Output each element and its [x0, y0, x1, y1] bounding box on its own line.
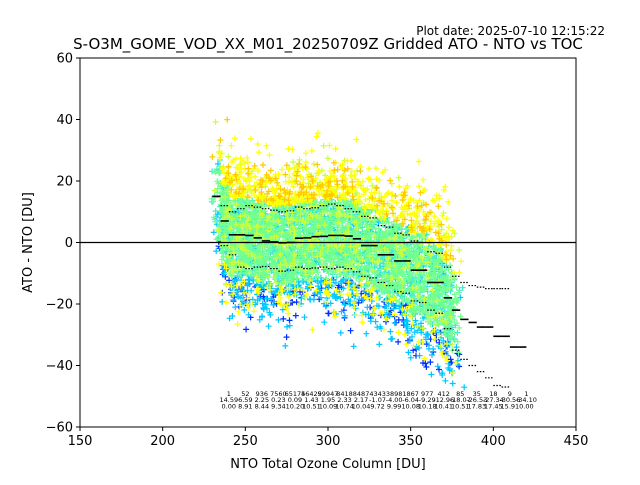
- stat-count: 52: [241, 390, 249, 398]
- stat-count: 4343: [369, 390, 386, 398]
- stat-mean: 6.59: [238, 396, 252, 404]
- stat-sd: 0.00: [519, 403, 533, 411]
- stat-mean: 2.17: [354, 396, 368, 404]
- stat-sd: 8.91: [238, 403, 252, 411]
- stat-count: 85: [456, 390, 464, 398]
- x-tick-label: 250: [233, 434, 258, 449]
- y-axis: −60 −40 −20 0 20 40 60: [46, 52, 80, 436]
- stat-sd: 17.45: [484, 403, 503, 411]
- stat-sd: 0.00: [222, 403, 236, 411]
- x-tick-label: 150: [68, 434, 93, 449]
- stat-sd: 9.72: [370, 403, 384, 411]
- stat-mean: -9.29: [419, 396, 436, 404]
- stat-count: 8487: [353, 390, 370, 398]
- stat-sd: 8.44: [255, 403, 269, 411]
- y-tick-label: 20: [56, 175, 73, 190]
- stat-mean: -18.07: [450, 396, 471, 404]
- stat-count: 18: [489, 390, 497, 398]
- stat-mean: -30.56: [499, 396, 520, 404]
- stat-count: 1: [524, 390, 528, 398]
- stat-count: 8418: [336, 390, 353, 398]
- scatter-points: [216, 130, 465, 377]
- y-tick-label: 60: [56, 52, 73, 67]
- stat-sd: 9.99: [387, 403, 401, 411]
- y-tick-label: −20: [46, 298, 73, 313]
- stat-mean: 14.59: [219, 396, 238, 404]
- stat-sd: 15.91: [501, 403, 520, 411]
- x-tick-label: 200: [150, 434, 175, 449]
- chart-title: S-O3M_GOME_VOD_XX_M01_20250709Z Gridded …: [73, 35, 583, 54]
- stat-mean: -26.53: [466, 396, 487, 404]
- x-axis-label: NTO Total Ozone Column [DU]: [230, 457, 426, 472]
- y-tick-label: 0: [65, 236, 73, 251]
- stat-count: 1: [227, 390, 231, 398]
- stat-count: 99947: [318, 390, 339, 398]
- y-tick-label: −60: [46, 421, 73, 436]
- stat-count: 46425: [301, 390, 322, 398]
- stat-sd: 10.09: [319, 403, 338, 411]
- percentile-layer: [220, 203, 510, 388]
- stat-mean: 1.95: [321, 396, 335, 404]
- stat-mean: 2.33: [337, 396, 351, 404]
- median-layer: [212, 195, 527, 348]
- stat-mean: -27.34: [483, 396, 504, 404]
- stat-sd: 10.04: [352, 403, 371, 411]
- stat-count: 35: [473, 390, 481, 398]
- x-tick-label: 450: [564, 434, 589, 449]
- plot-date: Plot date: 2025-07-10 12:15:22: [416, 24, 605, 38]
- stat-count: 65175: [285, 390, 306, 398]
- stat-mean: -6.04: [402, 396, 419, 404]
- stat-sd: 17.83: [467, 403, 486, 411]
- stat-count: 936: [256, 390, 268, 398]
- scatter-points: [209, 116, 457, 263]
- y-tick-label: 40: [56, 113, 73, 128]
- stat-count: 977: [421, 390, 433, 398]
- stat-sd: 10.51: [302, 403, 321, 411]
- y-tick-label: −40: [46, 359, 73, 374]
- stat-sd: 10.20: [286, 403, 305, 411]
- stat-sd: 10.18: [418, 403, 437, 411]
- stat-mean: -1.07: [369, 396, 386, 404]
- stat-mean: -12.96: [433, 396, 454, 404]
- stat-count: 9: [508, 390, 512, 398]
- stat-count: 1867: [402, 390, 419, 398]
- stats-layer: 114.590.00526.598.919362.258.4475600.239…: [219, 390, 536, 411]
- stat-sd: 10.51: [451, 403, 470, 411]
- stat-mean: 0.23: [271, 396, 285, 404]
- stat-mean: -34.10: [516, 396, 537, 404]
- x-tick-label: 350: [398, 434, 423, 449]
- stat-mean: 0.09: [288, 396, 302, 404]
- x-tick-label: 400: [481, 434, 506, 449]
- stat-sd: 9.34: [271, 403, 285, 411]
- stat-mean: 2.25: [255, 396, 269, 404]
- stat-count: 412: [438, 390, 450, 398]
- x-axis: 150 200 250 300 350 400 450: [68, 427, 589, 449]
- x-tick-label: 300: [316, 434, 341, 449]
- stat-mean: 1.43: [304, 396, 318, 404]
- stat-sd: 10.74: [335, 403, 354, 411]
- stat-count: 3898: [386, 390, 403, 398]
- y-axis-label: ATO - NTO [DU]: [21, 192, 36, 293]
- stat-sd: 10.41: [434, 403, 453, 411]
- stat-count: 7560: [270, 390, 287, 398]
- stat-sd: 10.08: [401, 403, 420, 411]
- stat-mean: -4.00: [386, 396, 403, 404]
- scatter-layer: [208, 116, 468, 391]
